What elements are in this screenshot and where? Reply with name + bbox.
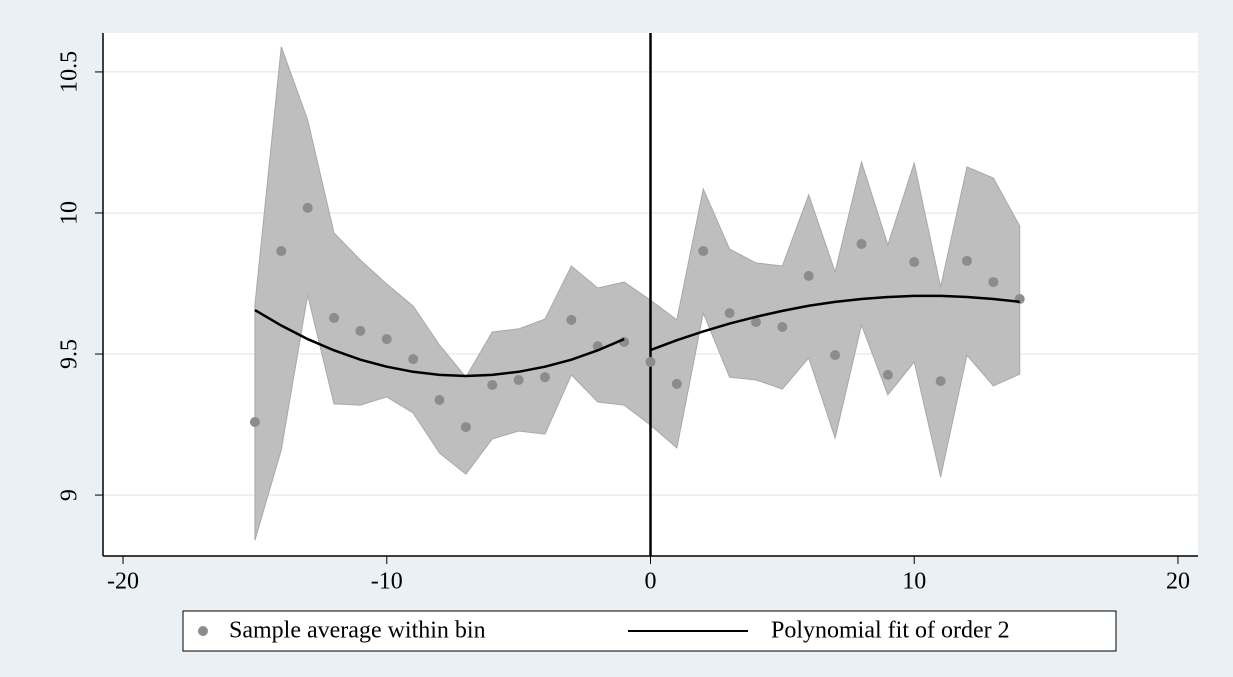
bin-average-point <box>329 312 340 323</box>
bin-average-point <box>909 257 920 268</box>
y-tick-label: 10.5 <box>57 51 83 93</box>
bin-average-point <box>513 374 524 385</box>
x-tick-label: 20 <box>1166 569 1190 595</box>
bin-average-point <box>750 317 761 328</box>
bin-average-point <box>988 277 999 288</box>
bin-average-point <box>460 422 471 433</box>
legend-marker <box>198 626 208 636</box>
y-tick-label: 10 <box>57 201 83 225</box>
bin-average-point <box>566 314 577 325</box>
bin-average-point <box>882 369 893 380</box>
bin-average-point <box>249 417 260 428</box>
legend-label: Sample average within bin <box>229 618 486 644</box>
x-tick-label: -20 <box>107 569 139 595</box>
bin-average-point <box>961 255 972 266</box>
bin-average-point <box>487 380 498 391</box>
bin-average-point <box>777 321 788 332</box>
bin-average-point <box>803 270 814 281</box>
x-tick-label: 10 <box>902 569 926 595</box>
bin-average-point <box>302 202 313 213</box>
bin-average-point <box>856 239 867 250</box>
bin-average-point <box>276 246 287 257</box>
bin-average-point <box>935 376 946 387</box>
confidence-band <box>254 46 1021 541</box>
fit-line <box>650 294 1020 352</box>
bin-average-point <box>355 325 366 336</box>
fit-line <box>254 308 625 378</box>
bin-average-point <box>381 334 392 345</box>
x-tick-label: 0 <box>645 569 657 595</box>
bin-average-point <box>724 308 735 319</box>
bin-average-point <box>540 372 551 383</box>
bin-average-point <box>698 246 709 257</box>
y-tick-label: 9.5 <box>57 339 83 369</box>
bin-average-point <box>830 350 841 361</box>
bin-average-point <box>671 378 682 389</box>
x-tick-label: -10 <box>371 569 403 595</box>
y-tick-label: 9 <box>57 489 83 501</box>
legend-label: Polynomial fit of order 2 <box>771 618 1010 644</box>
bin-average-point <box>434 395 445 406</box>
bin-average-point <box>408 354 419 365</box>
bin-average-point <box>645 356 656 367</box>
